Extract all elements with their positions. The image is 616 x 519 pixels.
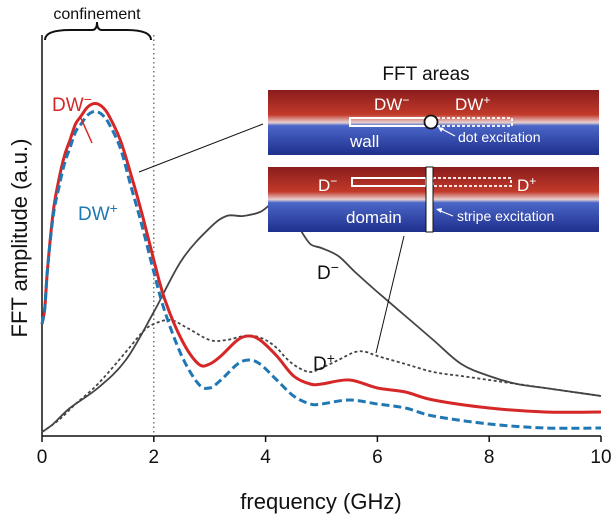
x-axis-title: frequency (GHz) [240,489,401,514]
label-dw-plus: DW+ [78,200,118,225]
inset-wall-label: wall [349,132,379,151]
inset-dw-plus: DW+ [455,93,490,114]
series-d-plus-line [41,318,602,433]
inset-domain-panel: D− D+ domain stripe excitation [268,166,599,233]
x-tick-label: 10 [590,447,611,468]
series-dw-minus-line [40,101,602,414]
inset-dot-excitation: dot excitation [458,129,541,145]
x-tick-label: 0 [37,447,48,468]
series-dw-plus-line [40,109,602,430]
x-tick-label: 2 [149,447,160,468]
inset-d-minus: D− [318,174,337,195]
x-tick-label: 8 [484,447,495,468]
series-d-minus-line [41,202,602,433]
inset-title: FFT areas [382,64,469,85]
inset-dw-minus: DW− [374,93,409,114]
y-axis-title: FFT amplitude (a.u.) [7,139,32,338]
label-d-minus: D− [317,259,339,284]
inset-wall-panel: DW− DW+ wall dot excitation [268,90,599,155]
domain-leader-line [375,235,405,354]
inset-stripe-excitation: stripe excitation [457,208,554,224]
inset-domain-label: domain [346,208,402,227]
inset-d-plus: D+ [517,174,536,195]
x-ticks: 0 2 4 6 8 10 [37,436,612,468]
label-d-plus: D+ [313,350,335,375]
dot-excitation-marker [423,114,439,130]
stripe-excitation-marker [425,166,434,233]
confinement-brace [44,21,152,41]
dw-minus-leader [79,115,93,144]
x-tick-label: 6 [372,447,383,468]
confinement-label: confinement [53,6,141,23]
x-tick-label: 4 [260,447,271,468]
wall-leader-line [138,123,264,173]
label-dw-minus: DW− [52,91,92,116]
